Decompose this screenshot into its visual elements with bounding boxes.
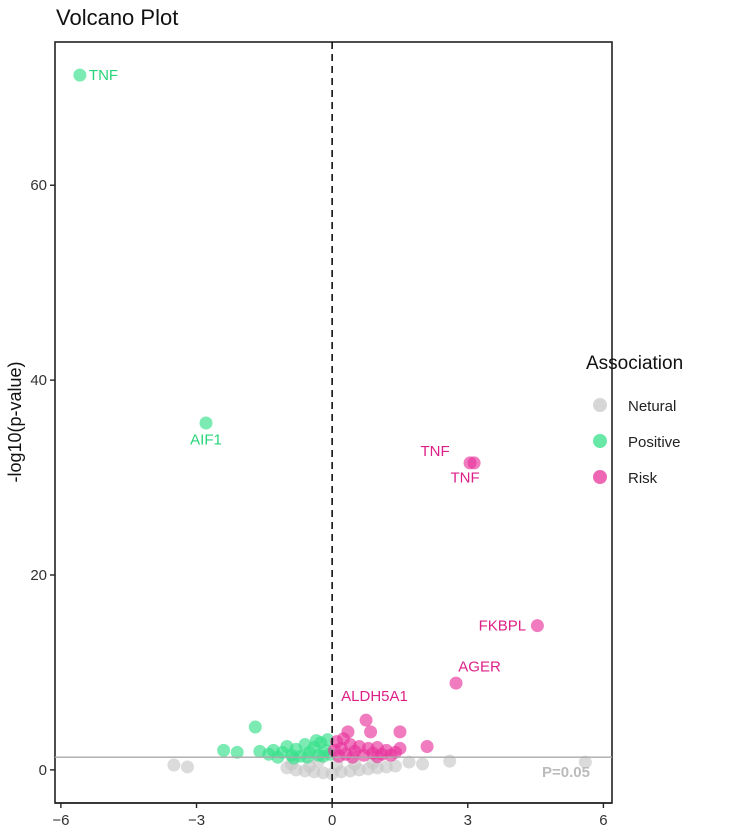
threshold-label: P=0.05 [542, 764, 590, 781]
data-point-risk [420, 739, 434, 753]
x-tick-label: 3 [464, 812, 472, 829]
legend-swatch-risk [593, 470, 607, 484]
data-point-netural [402, 755, 416, 769]
gene-label: TNF [450, 470, 479, 487]
legend-swatch-netural [593, 398, 607, 412]
data-point-risk [388, 745, 402, 759]
chart-title: Volcano Plot [56, 5, 178, 30]
data-point-risk [359, 713, 373, 727]
gene-label: TNF [89, 67, 118, 84]
gene-label: TNF [421, 443, 450, 460]
data-point-risk [364, 725, 378, 739]
y-tick-label: 20 [30, 567, 47, 584]
data-point-positive [230, 745, 244, 759]
gene-label: AIF1 [190, 432, 222, 449]
data-point-risk [530, 619, 544, 633]
legend-title: Association [586, 353, 683, 374]
legend-label: Positive [628, 434, 681, 451]
legend-label: Netural [628, 398, 676, 415]
y-tick-label: 0 [39, 762, 47, 779]
data-point-positive [316, 749, 330, 763]
y-tick-label: 60 [30, 177, 47, 194]
data-point-positive [287, 751, 301, 765]
data-point-netural [416, 757, 430, 771]
data-point-netural [379, 760, 393, 774]
data-point-risk [336, 732, 350, 746]
data-point-risk [393, 725, 407, 739]
data-point-netural [180, 760, 194, 774]
data-point-positive [199, 416, 213, 430]
gene-label: AGER [458, 659, 501, 676]
legend-swatch-positive [593, 434, 607, 448]
gene-label: FKBPL [479, 618, 527, 635]
y-tick-label: 40 [30, 372, 47, 389]
data-point-positive [309, 734, 323, 748]
plot-panel [54, 41, 613, 804]
x-tick-label: −3 [188, 812, 205, 829]
data-point-positive [73, 68, 87, 82]
x-tick-label: 0 [328, 812, 336, 829]
y-axis-label: -log10(p-value) [5, 361, 25, 482]
x-axis: −6 −3 0 3 6 [52, 802, 612, 829]
data-point-netural [578, 755, 592, 769]
data-point-risk [467, 456, 481, 470]
legend: Association Netural Positive Risk [586, 353, 683, 487]
data-point-risk [449, 676, 463, 690]
y-axis: 0 20 40 60 [30, 177, 55, 779]
data-point-positive [217, 743, 231, 757]
x-tick-label: 6 [599, 812, 607, 829]
data-point-risk [327, 743, 341, 757]
data-point-positive [248, 720, 262, 734]
x-tick-label: −6 [52, 812, 69, 829]
gene-label: ALDH5A1 [341, 688, 408, 705]
legend-label: Risk [628, 470, 658, 487]
data-point-netural [167, 758, 181, 772]
